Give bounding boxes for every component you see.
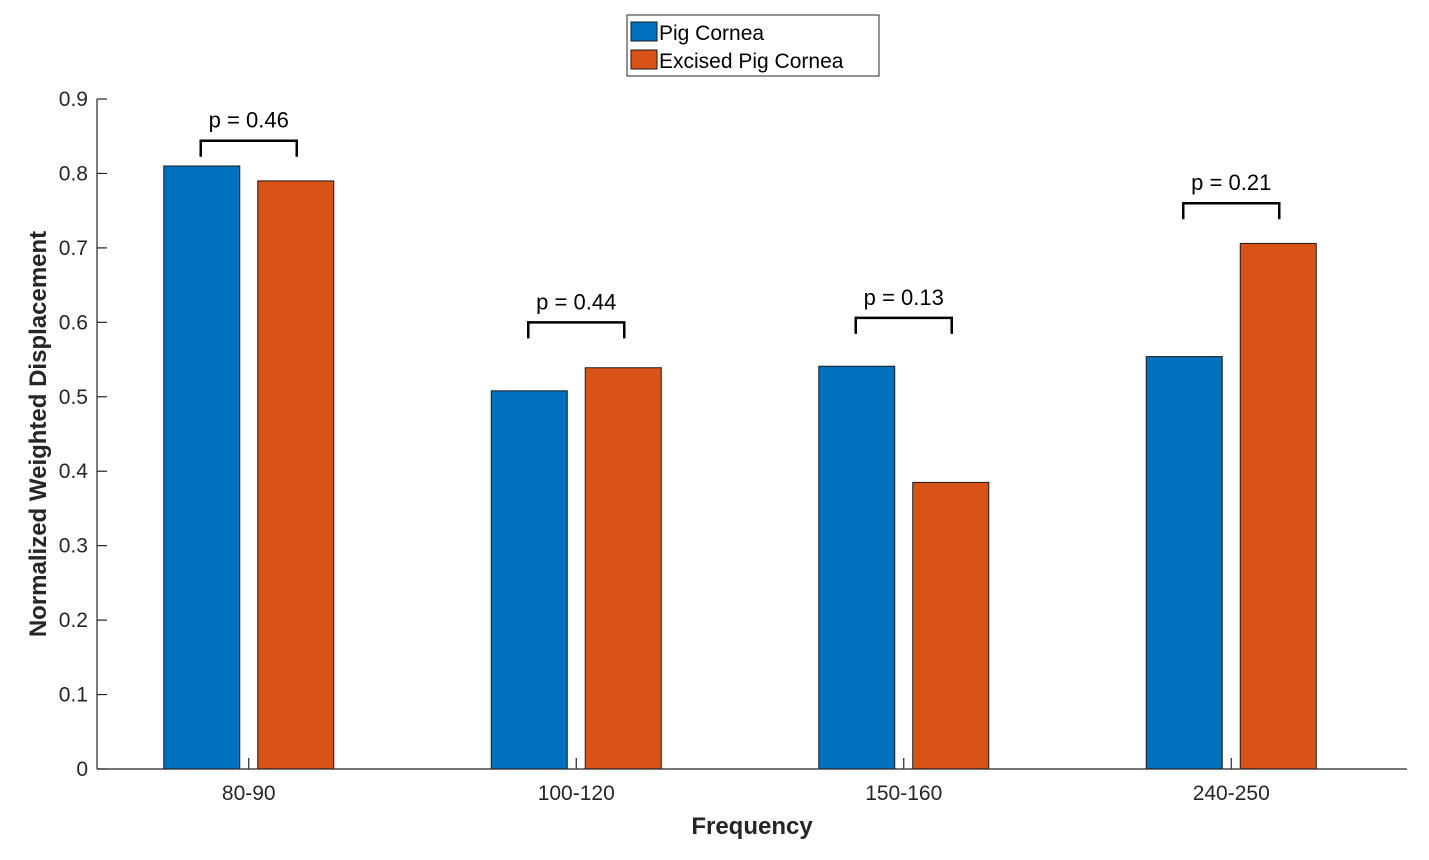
- y-tick-label: 0.7: [59, 237, 88, 260]
- x-tick-label: 150-160: [865, 782, 942, 805]
- bar-pig-cornea-100-120: [490, 390, 568, 770]
- legend: Pig Cornea Excised Pig Cornea: [626, 14, 880, 77]
- y-tick-label: 0.2: [59, 609, 88, 632]
- x-tick-label: 100-120: [538, 782, 615, 805]
- bar-excised-pig-cornea-150-160: [912, 481, 990, 770]
- bar-excised-pig-cornea-240-250: [1239, 242, 1317, 770]
- y-tick-label: 0: [76, 758, 88, 781]
- y-tick-label: 0.1: [59, 684, 88, 707]
- y-tick-label: 0.4: [59, 460, 89, 483]
- bar-excised-pig-cornea-80-90: [257, 180, 335, 770]
- y-axis-title: Normalized Weighted Displacement: [25, 231, 52, 637]
- y-tick-label: 0.8: [59, 162, 88, 185]
- x-axis-title: Frequency: [691, 813, 813, 840]
- y-axis-ticks: 0 0.1 0.2 0.3 0.4 0.5 0.6 0.7 0.8 0.9: [59, 88, 107, 781]
- axes: [96, 99, 1407, 770]
- significance-bracket: [527, 321, 626, 339]
- significance-bracket: [854, 316, 953, 334]
- y-tick-label: 0.6: [59, 311, 88, 334]
- y-tick-label: 0.9: [59, 88, 88, 111]
- bar-excised-pig-cornea-100-120: [584, 367, 662, 770]
- p-value-label: p = 0.44: [536, 289, 616, 314]
- bar-pig-cornea-240-250: [1145, 356, 1223, 770]
- x-tick-label: 80-90: [222, 782, 276, 805]
- legend-label-pig-cornea: Pig Cornea: [659, 22, 764, 45]
- y-tick-label: 0.3: [59, 535, 88, 558]
- p-value-label: p = 0.21: [1191, 170, 1271, 195]
- legend-box: [626, 14, 880, 77]
- bar-pig-cornea-150-160: [818, 365, 896, 770]
- significance-bracket: [199, 139, 298, 157]
- legend-swatch-excised-pig-cornea: [630, 49, 658, 70]
- p-value-label: p = 0.46: [209, 108, 289, 133]
- y-tick-label: 0.5: [59, 386, 88, 409]
- x-tick-label: 240-250: [1193, 782, 1270, 805]
- bars-layer: [163, 165, 1317, 770]
- legend-label-excised-pig-cornea: Excised Pig Cornea: [659, 50, 844, 73]
- x-axis-ticks: 80-90 100-120 150-160 240-250: [222, 758, 1270, 805]
- significance-annotations: p = 0.46 p = 0.44 p = 0.13 p = 0.21: [199, 108, 1281, 339]
- significance-bracket: [1182, 201, 1281, 220]
- legend-swatch-pig-cornea: [630, 21, 658, 42]
- bar-pig-cornea-80-90: [163, 165, 241, 770]
- p-value-label: p = 0.13: [864, 285, 944, 310]
